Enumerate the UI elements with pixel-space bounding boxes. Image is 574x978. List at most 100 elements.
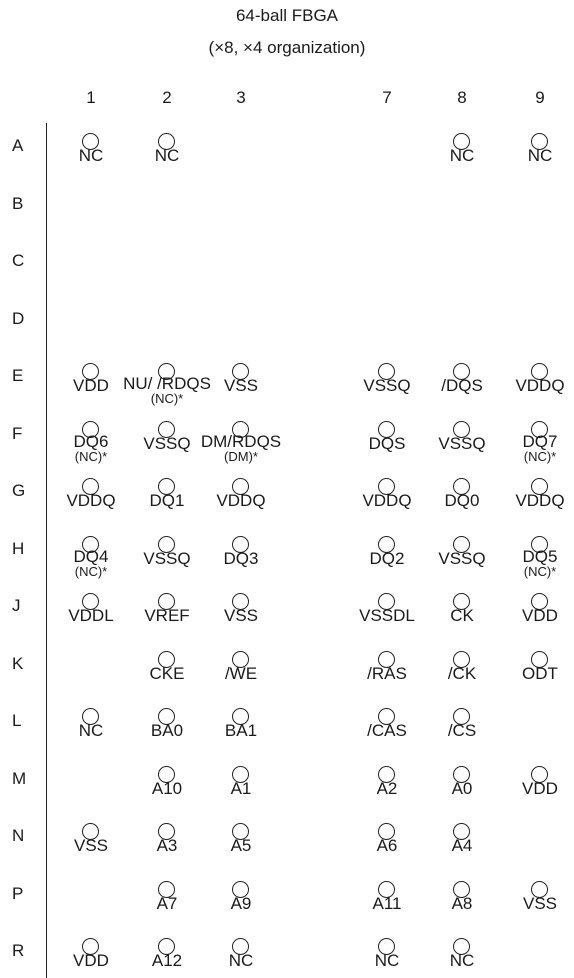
ball-circle-icon <box>378 535 395 553</box>
ball-label: VSSQ <box>438 548 486 568</box>
ball-label: DQ1 <box>149 491 185 510</box>
ball-circle-icon <box>232 535 249 553</box>
ball-label: A12 <box>151 951 183 970</box>
diagram-subtitle: (×8, ×4 organization) <box>208 38 366 57</box>
column-header: 1 <box>86 88 96 107</box>
ball-sublabel: (DM)* <box>224 448 258 464</box>
ball-label: /CK <box>447 663 477 683</box>
ball-sublabel: (NC)* <box>74 563 108 579</box>
row-header-divider <box>46 123 47 978</box>
ball-label: NC <box>228 951 254 970</box>
ball-circle-icon <box>378 420 395 438</box>
ball-label: VDDL <box>68 606 114 625</box>
ball-circle-icon <box>378 650 395 668</box>
row-header: B <box>12 193 24 213</box>
ball-circle-icon <box>453 880 470 898</box>
ball-label: DQ2 <box>369 548 405 568</box>
ball-label: NC <box>154 146 180 165</box>
ball-circle-icon <box>453 938 470 955</box>
ball-circle-icon <box>232 363 249 380</box>
ball-circle-icon <box>232 478 249 495</box>
ball-circle-icon <box>232 708 249 725</box>
ball-circle-icon <box>232 823 249 840</box>
ball-circle-icon <box>158 363 175 380</box>
ball-label: A3 <box>156 836 178 855</box>
ball-label: A4 <box>451 836 473 855</box>
ball-label: /DQS <box>441 376 483 395</box>
ball-circle-icon <box>453 823 470 840</box>
ball-circle-icon <box>158 708 175 725</box>
ball-sublabel: (NC)* <box>523 448 557 464</box>
ball-label: A9 <box>230 893 252 913</box>
ball-label: A7 <box>156 893 178 913</box>
row-header: A <box>12 136 24 155</box>
ball-circle-icon <box>453 133 470 150</box>
ball-label: DQS <box>368 433 406 453</box>
ball-circle-icon <box>82 708 99 725</box>
ball-label: A1 <box>230 778 252 798</box>
ball-label: A10 <box>151 778 183 798</box>
column-header: 7 <box>382 88 392 107</box>
ball-circle-icon <box>158 535 175 553</box>
ball-label: A6 <box>376 836 398 855</box>
ball-circle-icon <box>82 420 99 438</box>
ball-circle-icon <box>453 765 470 783</box>
ball-label: VDD <box>522 606 558 625</box>
ball-circle-icon <box>158 420 175 438</box>
ball-label: VDDQ <box>515 376 565 395</box>
ball-circle-icon <box>453 420 470 438</box>
ball-circle-icon <box>232 765 249 783</box>
ball-circle-icon <box>232 650 249 668</box>
ball-circle-icon <box>158 880 175 898</box>
ball-label: DM/RDQS <box>200 431 282 451</box>
ball-label: VDD <box>73 951 109 970</box>
ball-label: A5 <box>230 836 252 855</box>
ball-circle-icon <box>531 363 548 380</box>
ball-label: NC <box>374 951 400 970</box>
ball-circle-icon <box>82 478 99 495</box>
ball-circle-icon <box>158 478 175 495</box>
ball-label: BA1 <box>224 721 258 740</box>
ball-circle-icon <box>453 650 470 668</box>
column-header: 8 <box>457 88 467 107</box>
ball-circle-icon <box>531 765 548 783</box>
ball-circle-icon <box>82 593 99 610</box>
diagram-title: 64-ball FBGA <box>235 6 339 25</box>
row-header: P <box>12 883 24 903</box>
ball-label: VDDQ <box>362 491 412 510</box>
ball-label: CKE <box>149 663 185 683</box>
ball-sublabel: (NC)* <box>74 448 108 464</box>
ball-label: VREF <box>144 606 190 625</box>
ball-label: /WE <box>224 663 258 683</box>
ball-circle-icon <box>531 133 548 150</box>
ball-circle-icon <box>158 938 175 955</box>
ball-circle-icon <box>378 363 395 380</box>
ball-label: VDD <box>73 376 109 395</box>
ball-label: VSS <box>223 376 259 395</box>
column-header: 3 <box>236 88 246 107</box>
ball-label: VSSQ <box>438 433 486 453</box>
ball-label: VSS <box>223 606 259 625</box>
row-header: K <box>12 653 24 673</box>
ball-label: VSSQ <box>363 376 411 395</box>
ball-circle-icon <box>232 880 249 898</box>
ball-circle-icon <box>378 823 395 840</box>
ball-label: BA0 <box>150 721 184 740</box>
ball-label: VDD <box>522 778 558 798</box>
row-header: G <box>12 481 26 500</box>
ball-circle-icon <box>378 478 395 495</box>
ball-circle-icon <box>158 650 175 668</box>
ball-label: NU/ /RDQS <box>123 374 211 393</box>
row-header: M <box>12 768 27 788</box>
ball-sublabel: (NC)* <box>150 391 184 406</box>
ball-circle-icon <box>158 133 175 150</box>
ball-label: DQ6 <box>73 431 109 451</box>
ball-circle-icon <box>232 593 249 610</box>
ball-label: ODT <box>522 663 558 683</box>
ball-label: VDDQ <box>66 491 116 510</box>
ball-circle-icon <box>378 880 395 898</box>
row-header: L <box>12 711 22 730</box>
ball-circle-icon <box>531 880 548 898</box>
row-header: J <box>12 596 21 615</box>
ball-circle-icon <box>531 478 548 495</box>
